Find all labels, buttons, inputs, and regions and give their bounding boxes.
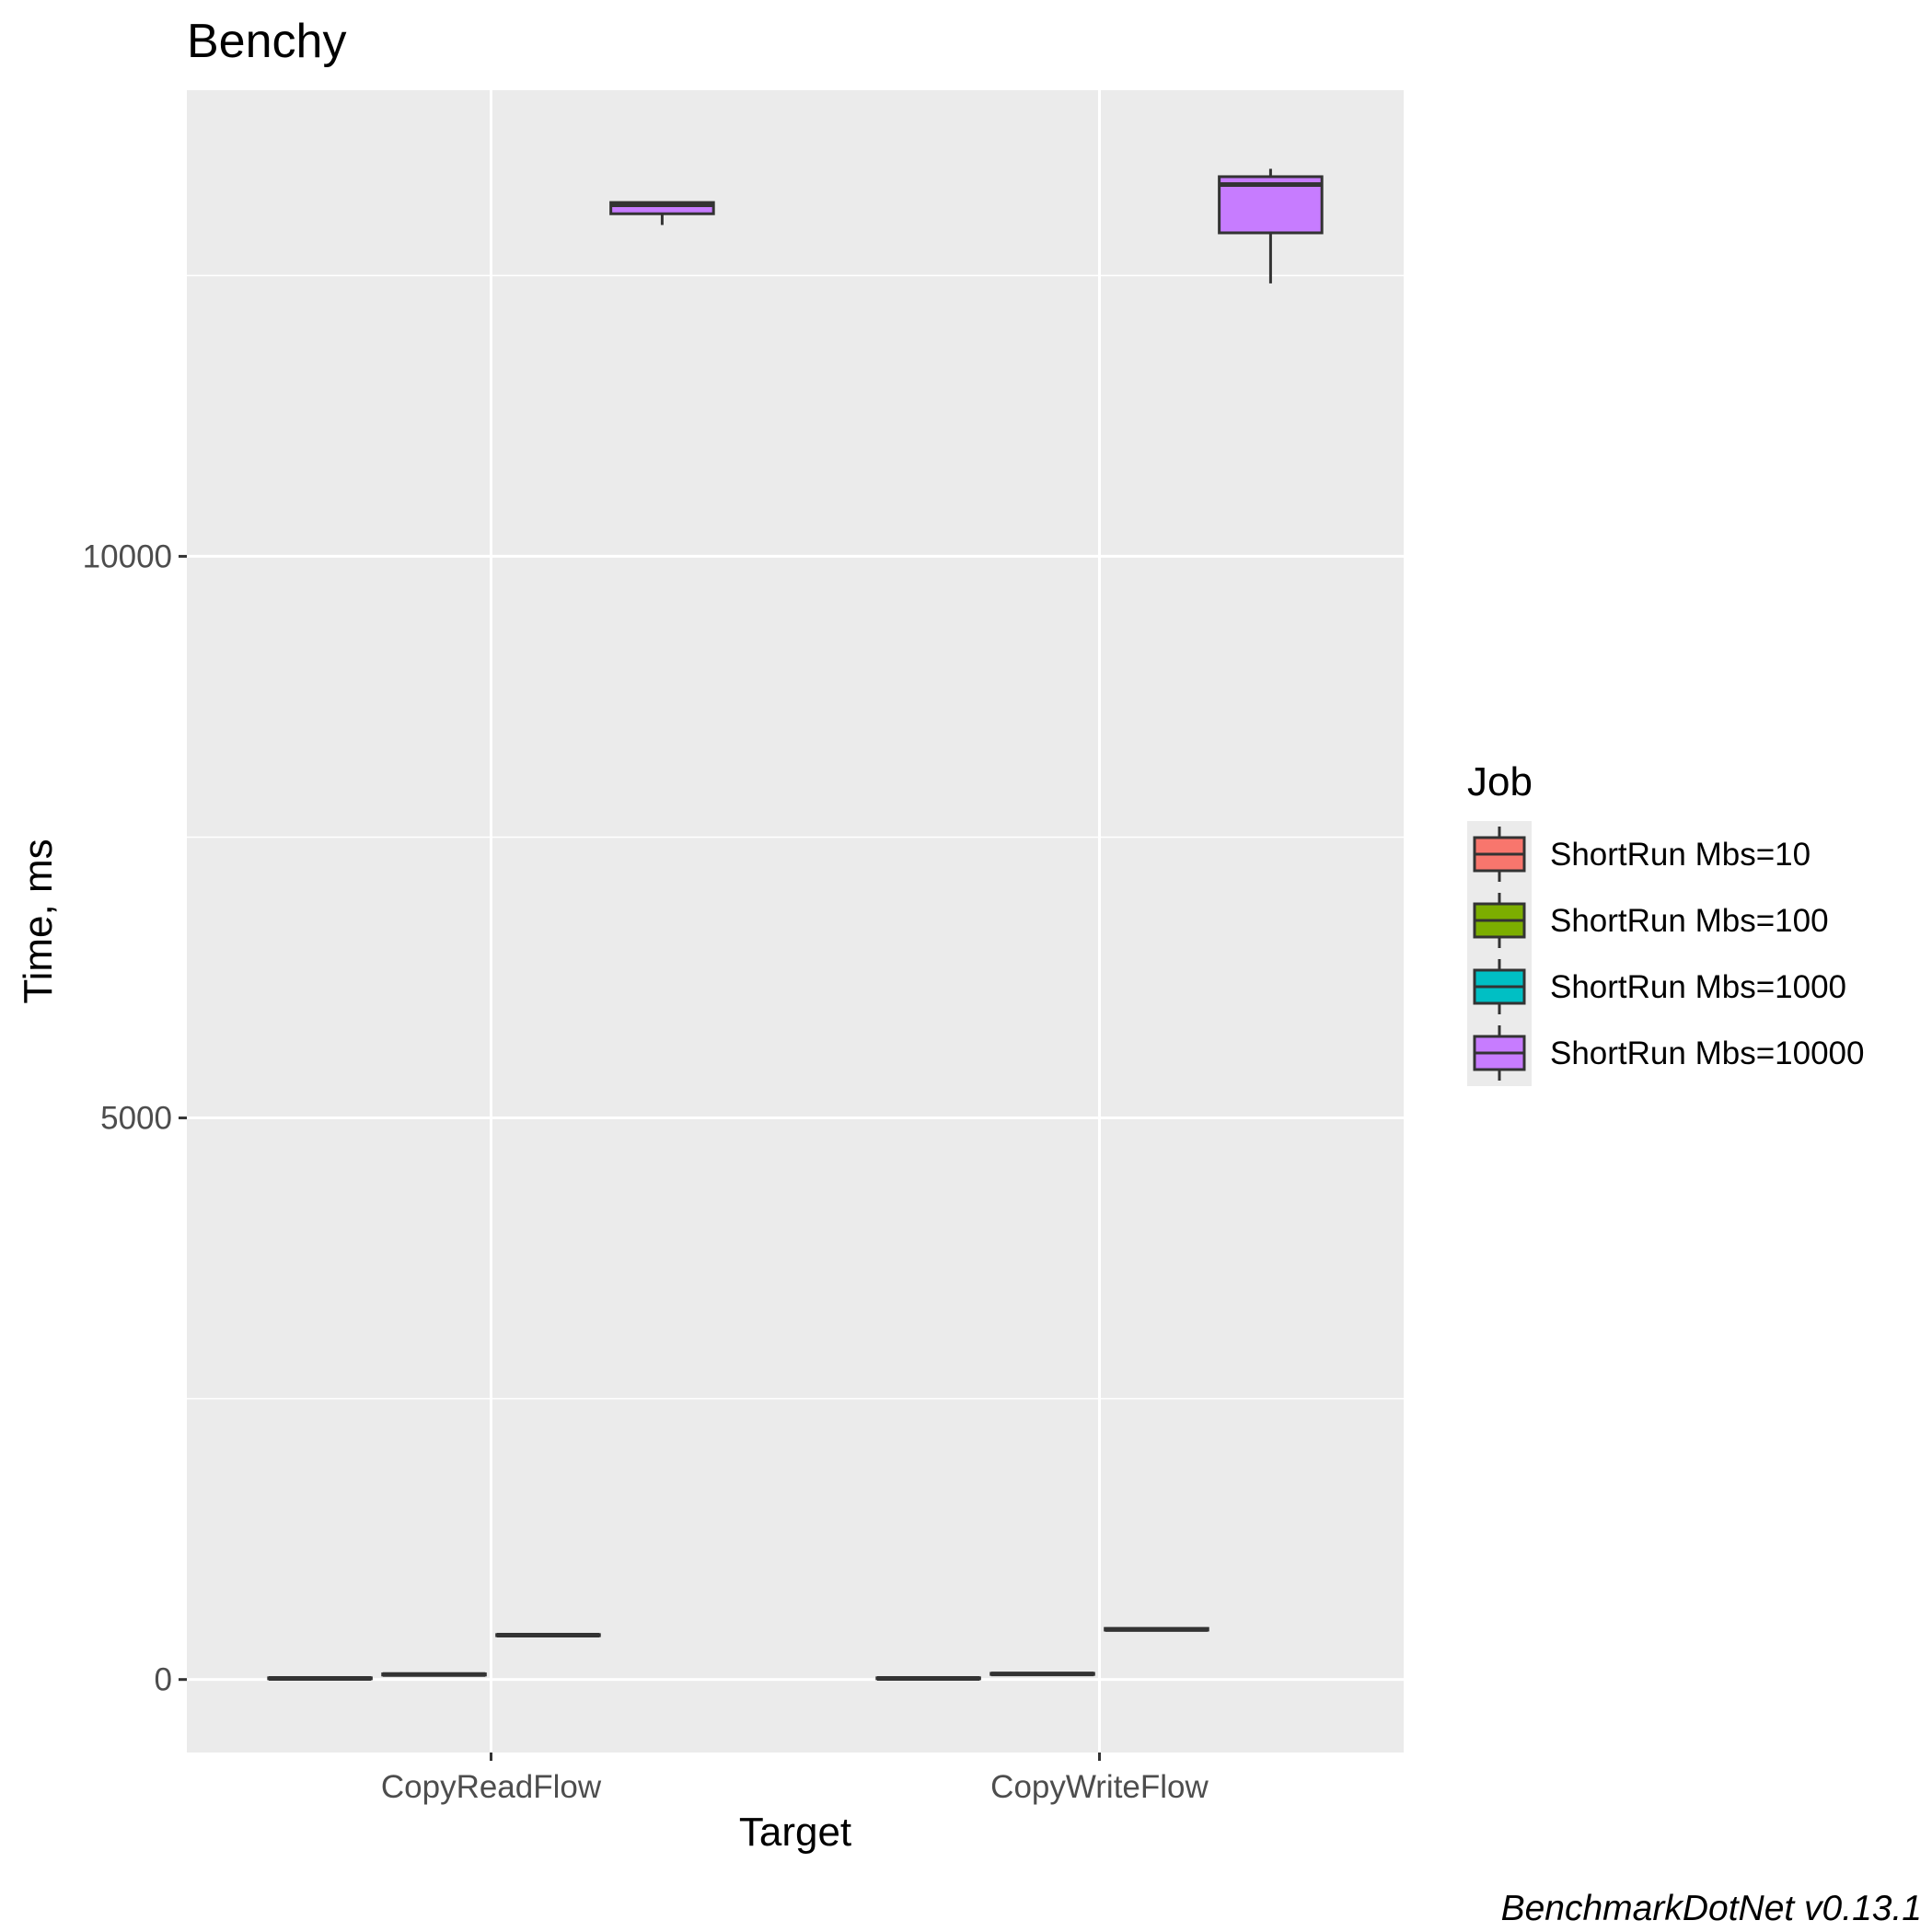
legend-item: ShortRun Mbs=1000 [1473,959,1846,1014]
legend-label: ShortRun Mbs=10000 [1550,1035,1864,1071]
legend: ShortRun Mbs=10 ShortRun Mbs=100 ShortRun … [1467,821,1864,1086]
boxplot-2-2 [989,1672,1095,1677]
legend-item: ShortRun Mbs=10 [1473,827,1811,882]
y-axis-title: Time, ms [16,839,61,1003]
legend-item: ShortRun Mbs=100 [1473,893,1829,948]
legend-item: ShortRun Mbs=10000 [1473,1025,1864,1081]
chart-title: Benchy [187,15,346,68]
y-tick-label: 10000 [83,538,172,574]
minor-gridlines [187,274,1404,1400]
boxplot-1-2 [875,1675,981,1681]
boxplots [267,168,1324,1681]
boxplot-4-2 [1218,168,1324,283]
boxplot-2-1 [381,1672,487,1677]
x-axis-title: Target [739,1810,851,1855]
major-gridlines [187,90,1404,1753]
boxplot-4-1 [609,201,715,226]
y-tick-label: 0 [155,1662,172,1698]
x-axis: CopyReadFlow CopyWriteFlow [381,1753,1209,1805]
legend-title: Job [1467,759,1533,804]
x-tick-label: CopyWriteFlow [990,1769,1209,1805]
legend-label: ShortRun Mbs=10 [1550,837,1811,873]
legend-label: ShortRun Mbs=100 [1550,903,1829,939]
x-tick-label: CopyReadFlow [381,1769,602,1805]
y-axis: 0 5000 10000 [83,538,187,1698]
caption: BenchmarkDotNet v0.13.1 [1501,1889,1922,1928]
legend-label: ShortRun Mbs=1000 [1550,969,1846,1005]
boxplot-1-1 [267,1675,373,1681]
boxplot-3-2 [1104,1626,1209,1632]
boxplot-3-1 [495,1632,601,1637]
plot-panel [187,90,1404,1753]
y-tick-label: 5000 [100,1101,172,1137]
